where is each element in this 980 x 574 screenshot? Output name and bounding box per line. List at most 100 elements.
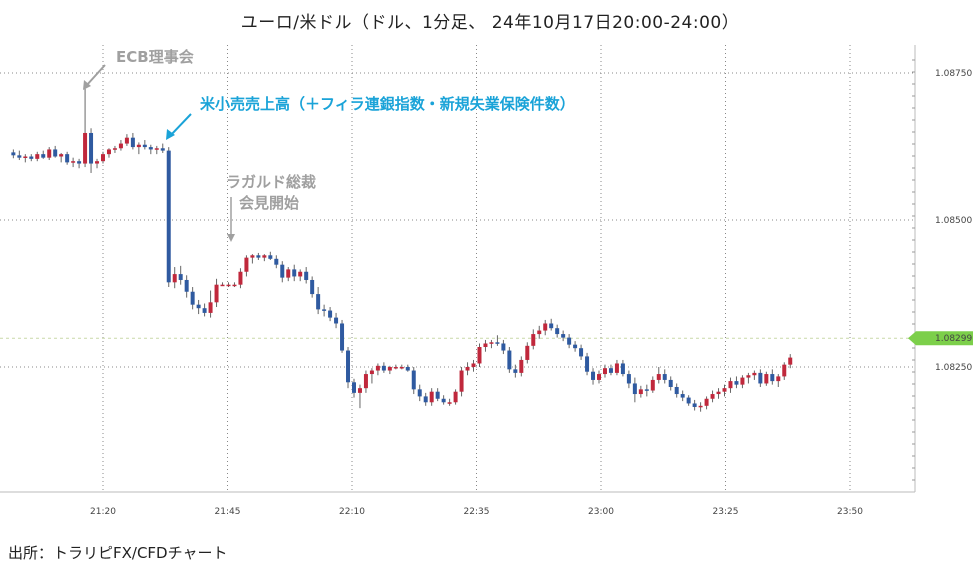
candle-up [776,376,781,382]
candle-down [160,148,165,151]
candle-down [316,294,321,310]
candle-down [585,356,590,372]
candle-up [375,365,380,371]
candle-up [764,374,769,384]
candle-down [381,365,386,371]
candle-up [477,347,482,364]
candle-up [788,357,793,365]
candle-down [674,386,679,395]
time-tick-label: 23:00 [588,507,614,517]
candle-down [423,396,428,403]
candle-down [29,156,34,159]
time-tick-label: 22:35 [464,507,490,517]
candle-up [101,154,105,162]
candle-down [322,309,327,311]
candle-down [405,367,410,371]
candle-down [148,147,153,150]
candle-down [351,382,356,393]
candle-up [172,274,177,283]
candle-up [262,255,267,258]
candle-up [543,323,548,331]
candle-up [106,149,111,155]
candle-up [208,302,213,313]
candle-up [519,359,524,373]
candle-down [435,391,440,399]
price-tick-label: 1.08750 [935,69,972,79]
candle-down [579,348,584,357]
candle-up [220,284,225,287]
candle-up [238,271,243,285]
candle-up [154,148,159,150]
candle-down [680,394,685,398]
candle-down [130,137,135,148]
ecb-arrowhead [83,80,91,90]
candle-down [591,371,596,380]
candle-down [507,350,512,370]
candle-down [268,255,273,259]
candle-down [608,368,613,373]
lagarde-arrowhead [227,234,235,242]
candle-down [549,323,554,329]
candle-down [620,363,625,375]
candle-up [399,367,404,369]
candle-up [656,374,661,380]
candle-down [280,264,285,278]
candle-down [304,271,309,280]
candle-down [11,152,16,156]
price-tick-label: 1.08250 [935,363,972,373]
ecb-meeting-label: ECB理事会 [116,48,194,66]
candle-down [495,342,500,344]
candle-down [190,291,195,305]
current-price-label: 1.08299 [935,334,972,344]
candle-up [746,375,751,378]
candle-down [346,350,351,383]
candle-up [83,132,88,164]
candle-down [142,144,147,148]
candle-up [286,269,291,278]
candle-down [632,383,637,395]
candle-down [256,255,261,258]
candle-up [704,398,709,406]
candle-up [638,389,643,395]
candle-up [369,370,374,375]
candle-down [77,161,82,164]
time-tick-label: 21:45 [215,507,241,517]
candle-up [298,271,303,277]
candle-up [465,367,470,371]
chart-grid [0,45,915,492]
candle-down [734,381,739,385]
candle-down [17,155,22,158]
candle-series [11,88,793,412]
candle-down [770,374,775,382]
candle-up [740,377,745,385]
candle-up [459,370,464,392]
candle-down [89,132,94,164]
candle-down [65,154,70,163]
candle-up [531,334,536,346]
candle-down [310,279,315,295]
candle-up [698,405,703,408]
candle-up [118,143,123,149]
candle-up [614,363,619,373]
candle-down [686,397,691,404]
candle-up [71,161,76,163]
candle-up [387,367,392,371]
candle-down [668,379,673,387]
candle-up [47,149,52,158]
candle-up [782,364,787,377]
press-conference-label: 会見開始 [239,194,299,212]
candle-down [555,328,560,335]
candle-up [136,144,141,148]
price-tick-label: 1.08500 [935,216,972,226]
candle-down [758,372,763,384]
retail-sales-arrow [169,113,192,137]
retail-sales-arrowhead [166,129,175,140]
candle-up [447,402,452,404]
candle-up [489,342,494,344]
candle-up [429,391,434,403]
time-tick-label: 23:25 [713,507,739,517]
candle-up [112,148,117,150]
candle-up [226,284,231,287]
candle-down [334,317,339,324]
